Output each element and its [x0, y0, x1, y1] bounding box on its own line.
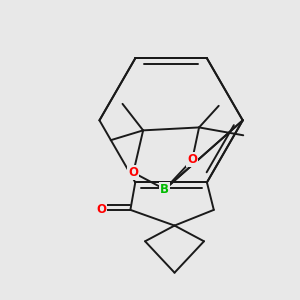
- Text: O: O: [187, 153, 197, 166]
- Text: O: O: [128, 166, 138, 179]
- Text: O: O: [96, 203, 106, 216]
- Text: B: B: [160, 183, 169, 196]
